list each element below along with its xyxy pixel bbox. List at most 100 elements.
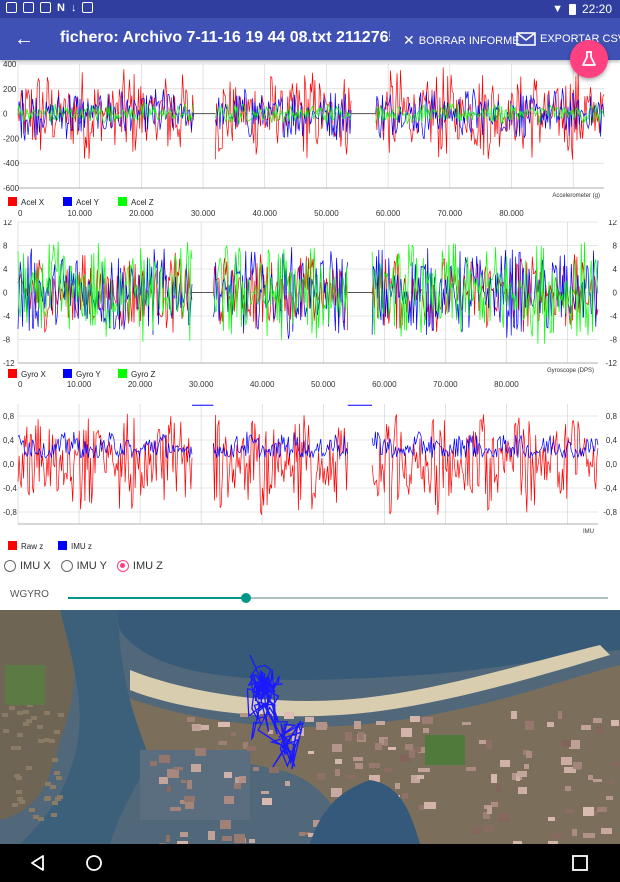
map-building [54, 730, 60, 734]
y-tick-label-right: 0,8 [606, 412, 618, 421]
map-building [54, 771, 60, 775]
y-tick-label: -12 [3, 359, 15, 368]
x-tick-label: 80.000 [494, 380, 519, 389]
x-tick-label: 20.000 [129, 209, 154, 218]
map-building [192, 724, 201, 731]
map-building [17, 711, 23, 715]
map-building [547, 722, 554, 727]
chart-svg: 0,8 0,4 0,0 -0,4 -0,8 0,8 0,4 0,0 -0,4 -0,8 IMU Raw… [3, 404, 618, 551]
back-arrow-icon[interactable]: ← [14, 28, 34, 50]
map-building [52, 758, 58, 762]
x-tick-label: 10.000 [67, 380, 92, 389]
gyroscope-chart[interactable]: 12 8 4 0 -4 -8 -12 12 8 4 0 -4 -8 -12 Gyroscope (DPS) G… [0, 220, 620, 390]
map-building [569, 740, 580, 749]
status-right-icons: ▼ 22:20 [552, 2, 612, 16]
wgyro-slider-row: WGYRO [0, 586, 620, 608]
map-building [218, 722, 230, 727]
map-building [234, 834, 245, 843]
home-icon[interactable] [84, 853, 104, 873]
x-tick-label: 80.000 [499, 209, 524, 218]
map-marina [140, 750, 250, 820]
borrar-informe-button[interactable]: ✕ BORRAR INFORME [403, 32, 520, 49]
map-building [402, 793, 408, 799]
map-building [247, 746, 256, 751]
legend-swatch [8, 541, 17, 550]
map-building [51, 813, 57, 817]
y-tick-label: 4 [3, 265, 8, 274]
map-building [23, 722, 29, 726]
y-tick-label: -600 [3, 184, 20, 193]
radio-dot[interactable] [4, 560, 16, 572]
legend-label: Acel X [21, 198, 45, 207]
map-building [517, 771, 527, 777]
map-building [498, 818, 510, 822]
radio-imu-z[interactable]: IMU Z [116, 558, 163, 574]
map-building [561, 757, 572, 765]
page-title: fichero: Archivo 7-11-16 19 44 08.txt 21… [60, 29, 390, 46]
map-building [354, 721, 361, 729]
map-building [166, 835, 170, 842]
legend-swatch [58, 541, 67, 550]
satellite-map[interactable] [0, 610, 620, 844]
y-tick-label-right: 0 [613, 289, 618, 298]
map-building [524, 764, 529, 769]
map-building [513, 841, 522, 844]
legend-label: Gyro Z [131, 370, 156, 379]
y-tick-label-right: 12 [608, 220, 617, 227]
map-building [593, 779, 602, 782]
radio-imu-y[interactable]: IMU Y [60, 558, 107, 574]
radio-dot[interactable] [60, 560, 73, 572]
legend-label: Gyro Y [76, 370, 101, 379]
y-tick-label: 0,0 [3, 460, 15, 469]
map-building [12, 803, 18, 807]
map-building [593, 718, 602, 723]
y-tick-label: 200 [3, 85, 17, 94]
map-building [33, 815, 39, 819]
map-building [345, 732, 352, 741]
legend-label: Gyro X [21, 370, 47, 379]
y-tick-label: 0,8 [3, 412, 15, 421]
exportar-csv-button[interactable]: EXPORTAR CSV [516, 32, 620, 46]
legend-swatch [63, 197, 72, 206]
map-building [400, 755, 411, 762]
recents-icon[interactable] [570, 853, 590, 873]
map-building [305, 717, 314, 722]
wgyro-slider[interactable] [68, 593, 608, 603]
map-building [409, 750, 415, 758]
map-building [565, 786, 571, 791]
map-building [331, 788, 342, 797]
slider-thumb[interactable] [241, 593, 252, 603]
accelerometer-chart[interactable]: 400 200 0 -200 -400 -600 Accelerometer (g) Acel… [0, 60, 620, 220]
radio-dot[interactable] [116, 560, 129, 572]
battery-icon [568, 3, 576, 15]
flask-fab-button[interactable] [570, 40, 608, 78]
map-building [308, 751, 314, 754]
clear-icon: ✕ [403, 32, 415, 48]
map-building [308, 833, 317, 837]
legend-swatch [8, 197, 17, 206]
radio-imu-x[interactable]: IMU X [4, 558, 51, 574]
map-building [220, 820, 231, 829]
map-building [23, 710, 29, 714]
map-building [268, 730, 273, 734]
y-tick-label-right: -0,8 [603, 508, 617, 517]
status-bar: N ↓ ▼ 22:20 [0, 0, 620, 18]
y-tick-label: 0,4 [3, 436, 15, 445]
map-building [388, 747, 396, 750]
map-building [491, 802, 498, 807]
borrar-informe-label: BORRAR INFORME [418, 34, 520, 47]
map-building [401, 728, 412, 737]
map-building [500, 760, 510, 767]
imu-chart[interactable]: 0,8 0,4 0,0 -0,4 -0,8 0,8 0,4 0,0 -0,4 -0,8 IMU Raw… [0, 390, 620, 558]
map-building [224, 796, 234, 804]
y-tick-label: -4 [3, 312, 11, 321]
map-building [558, 711, 562, 719]
map-building [611, 762, 619, 766]
chart-svg: 400 200 0 -200 -400 -600 Accelerometer (g) Acel… [3, 60, 605, 218]
map-building [419, 805, 424, 810]
x-tick-label: 60.000 [376, 209, 401, 218]
x-tick-label: 20.000 [128, 380, 153, 389]
map-building [187, 780, 192, 789]
back-icon[interactable] [28, 853, 48, 873]
map-building [498, 813, 509, 819]
